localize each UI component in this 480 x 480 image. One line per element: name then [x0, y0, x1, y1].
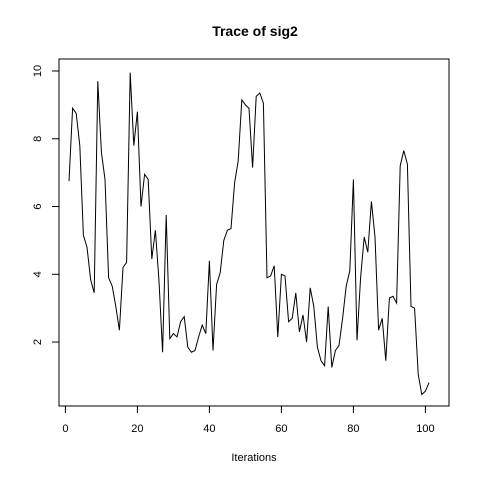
- x-axis-label: Iterations: [231, 452, 277, 464]
- plot-frame: [58, 58, 450, 407]
- y-tick-label: 10: [32, 65, 44, 77]
- y-tick-label: 6: [32, 203, 44, 209]
- x-tick-label: 0: [62, 423, 68, 435]
- chart-title: Trace of sig2: [212, 23, 298, 39]
- x-tick-label: 20: [131, 423, 143, 435]
- y-tick-label: 2: [32, 339, 44, 345]
- x-axis: 0 20 40 60 80 100: [62, 405, 435, 435]
- y-tick-label: 8: [32, 136, 44, 142]
- x-tick-label: 40: [203, 423, 215, 435]
- y-axis: 2 4 6 8 10: [32, 65, 60, 345]
- x-tick-label: 60: [275, 423, 287, 435]
- x-tick-label: 100: [416, 423, 434, 435]
- x-tick-label: 80: [347, 423, 359, 435]
- y-tick-label: 4: [32, 271, 44, 277]
- series-line-sig2: [68, 72, 430, 396]
